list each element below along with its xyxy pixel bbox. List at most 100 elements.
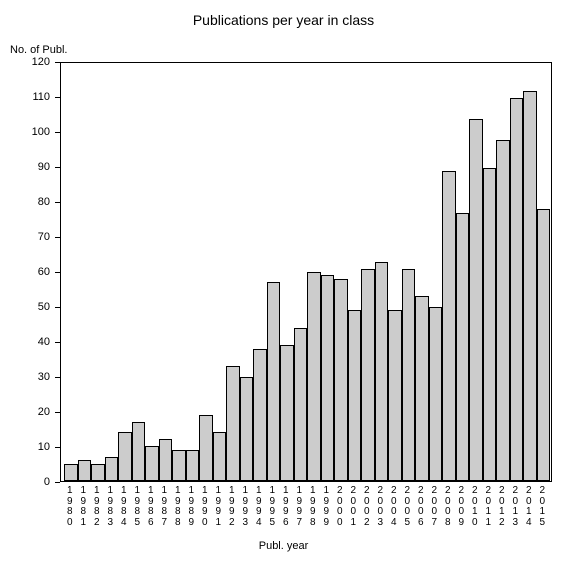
y-axis-label: No. of Publ.	[10, 44, 67, 56]
bar	[78, 460, 92, 481]
ytick-mark	[55, 202, 60, 203]
xtick-label: 2 0 0 9	[455, 486, 469, 528]
xtick-label: 1 9 9 7	[293, 486, 307, 528]
ytick-label: 70	[0, 231, 50, 243]
bar	[321, 275, 335, 481]
xtick-label: 2 0 0 0	[333, 486, 347, 528]
bar	[199, 415, 213, 481]
bar	[496, 140, 510, 481]
chart-title: Publications per year in class	[0, 12, 567, 28]
ytick-mark	[55, 482, 60, 483]
xtick-label: 1 9 8 3	[104, 486, 118, 528]
ytick-label: 50	[0, 301, 50, 313]
bar	[118, 432, 132, 481]
bar	[402, 269, 416, 481]
bar	[253, 349, 267, 481]
xtick-label: 2 0 1 5	[536, 486, 550, 528]
bar	[375, 262, 389, 481]
xtick-label: 1 9 9 5	[266, 486, 280, 528]
ytick-mark	[55, 237, 60, 238]
ytick-label: 0	[0, 476, 50, 488]
ytick-label: 120	[0, 56, 50, 68]
x-axis-label: Publ. year	[0, 540, 567, 552]
bar	[469, 119, 483, 481]
bar	[145, 446, 159, 481]
bar	[91, 464, 105, 481]
ytick-label: 40	[0, 336, 50, 348]
xtick-label: 1 9 8 1	[77, 486, 91, 528]
ytick-label: 30	[0, 371, 50, 383]
xtick-label: 1 9 8 2	[90, 486, 104, 528]
xtick-label: 2 0 0 4	[387, 486, 401, 528]
bar	[226, 366, 240, 481]
ytick-mark	[55, 167, 60, 168]
xtick-label: 2 0 0 7	[428, 486, 442, 528]
xtick-label: 1 9 8 5	[131, 486, 145, 528]
ytick-label: 60	[0, 266, 50, 278]
xtick-label: 1 9 8 7	[158, 486, 172, 528]
bar	[280, 345, 294, 481]
xtick-label: 1 9 8 6	[144, 486, 158, 528]
bar	[294, 328, 308, 481]
bar	[159, 439, 173, 481]
ytick-mark	[55, 377, 60, 378]
ytick-mark	[55, 97, 60, 98]
bar	[537, 209, 551, 481]
bar	[132, 422, 146, 481]
xtick-label: 2 0 0 1	[347, 486, 361, 528]
xtick-label: 2 0 1 1	[482, 486, 496, 528]
xtick-label: 1 9 9 0	[198, 486, 212, 528]
ytick-mark	[55, 132, 60, 133]
xtick-label: 1 9 9 9	[320, 486, 334, 528]
plot-area	[60, 62, 552, 482]
xtick-label: 1 9 9 4	[252, 486, 266, 528]
bar	[267, 282, 281, 481]
xtick-label: 2 0 1 3	[509, 486, 523, 528]
ytick-label: 20	[0, 406, 50, 418]
xtick-label: 2 0 0 8	[441, 486, 455, 528]
xtick-label: 1 9 8 4	[117, 486, 131, 528]
xtick-label: 1 9 8 8	[171, 486, 185, 528]
bar	[483, 168, 497, 482]
bar	[415, 296, 429, 481]
bar	[307, 272, 321, 481]
xtick-label: 1 9 9 2	[225, 486, 239, 528]
ytick-mark	[55, 272, 60, 273]
bar	[442, 171, 456, 481]
xtick-label: 1 9 9 1	[212, 486, 226, 528]
xtick-label: 2 0 0 3	[374, 486, 388, 528]
xtick-label: 2 0 0 2	[360, 486, 374, 528]
xtick-label: 1 9 9 6	[279, 486, 293, 528]
ytick-mark	[55, 412, 60, 413]
bar	[510, 98, 524, 481]
ytick-label: 10	[0, 441, 50, 453]
bar	[334, 279, 348, 481]
ytick-label: 80	[0, 196, 50, 208]
bar	[523, 91, 537, 481]
xtick-label: 2 0 1 4	[522, 486, 536, 528]
ytick-mark	[55, 307, 60, 308]
xtick-label: 2 0 0 6	[414, 486, 428, 528]
bar	[213, 432, 227, 481]
xtick-label: 1 9 9 3	[239, 486, 253, 528]
xtick-label: 2 0 1 2	[495, 486, 509, 528]
bar	[429, 307, 443, 481]
bar	[240, 377, 254, 482]
bar	[348, 310, 362, 481]
bar	[105, 457, 119, 481]
xtick-label: 1 9 8 9	[185, 486, 199, 528]
chart-canvas: Publications per year in class No. of Pu…	[0, 0, 567, 567]
xtick-label: 1 9 8 0	[63, 486, 77, 528]
xtick-label: 2 0 0 5	[401, 486, 415, 528]
bar	[64, 464, 78, 481]
ytick-mark	[55, 447, 60, 448]
bar	[172, 450, 186, 481]
xtick-label: 2 0 1 0	[468, 486, 482, 528]
ytick-label: 110	[0, 91, 50, 103]
bar	[361, 269, 375, 481]
ytick-label: 90	[0, 161, 50, 173]
ytick-mark	[55, 62, 60, 63]
xtick-label: 1 9 9 8	[306, 486, 320, 528]
ytick-label: 100	[0, 126, 50, 138]
ytick-mark	[55, 342, 60, 343]
